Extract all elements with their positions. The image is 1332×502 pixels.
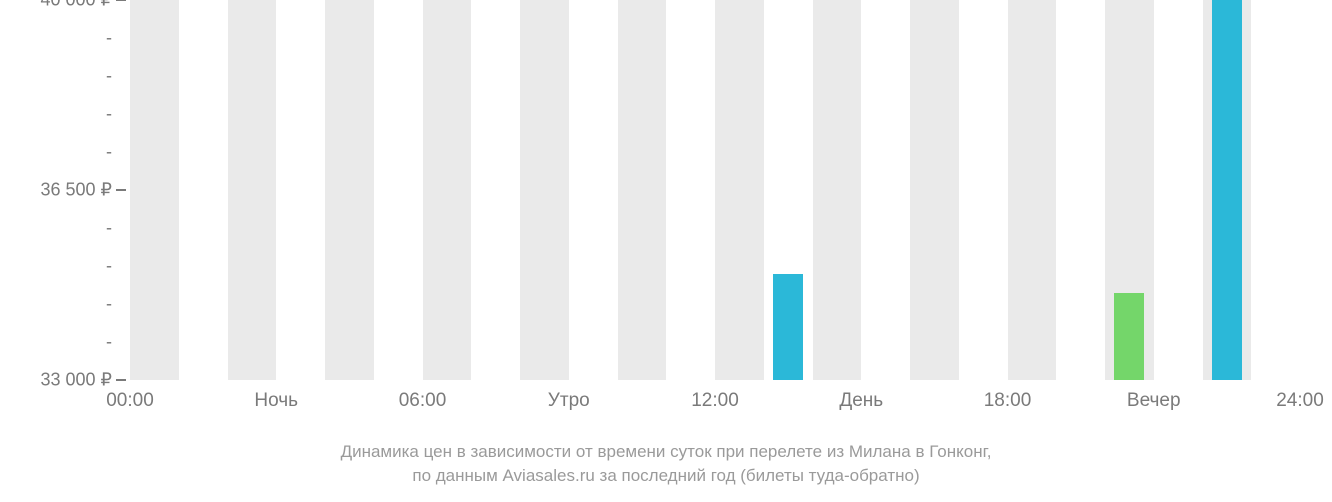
price-bar <box>1212 0 1242 380</box>
y-axis-tick-label: 40 000 ₽ <box>0 0 130 11</box>
price-bar <box>773 274 803 380</box>
y-axis-minor-tick: - <box>0 104 130 125</box>
y-axis-minor-tick: - <box>0 66 130 87</box>
grid-stripe <box>910 0 959 380</box>
y-axis-tick-label: 36 500 ₽ <box>0 180 130 201</box>
x-axis-time-label: 06:00 <box>399 390 447 412</box>
y-axis-minor-tick: - <box>0 332 130 353</box>
y-axis-minor-tick: - <box>0 28 130 49</box>
x-axis-time-label: 12:00 <box>691 390 739 412</box>
chart-caption-line-2: по данным Aviasales.ru за последний год … <box>0 464 1332 488</box>
y-axis-minor-tick: - <box>0 218 130 239</box>
chart-caption-line-1: Динамика цен в зависимости от времени су… <box>0 440 1332 464</box>
price-bar <box>1114 293 1144 380</box>
x-axis-time-label: 24:00 <box>1276 390 1324 412</box>
y-axis-tick-mark <box>116 189 126 191</box>
y-axis-tick-mark <box>116 379 126 381</box>
grid-stripe <box>228 0 277 380</box>
x-axis-period-label: Утро <box>548 390 590 412</box>
grid-stripe <box>520 0 569 380</box>
x-axis-time-label: 18:00 <box>984 390 1032 412</box>
x-axis-period-label: Вечер <box>1127 390 1181 412</box>
y-axis-minor-tick: - <box>0 256 130 277</box>
x-axis-period-label: Ночь <box>254 390 298 412</box>
y-axis-minor-tick: - <box>0 294 130 315</box>
plot-area <box>130 0 1300 380</box>
grid-stripe <box>325 0 374 380</box>
y-axis-minor-tick: - <box>0 142 130 163</box>
grid-stripe <box>715 0 764 380</box>
grid-stripe <box>423 0 472 380</box>
price-by-hour-chart: Динамика цен в зависимости от времени су… <box>0 0 1332 502</box>
grid-stripe <box>130 0 179 380</box>
grid-stripe <box>1008 0 1057 380</box>
grid-stripe <box>813 0 862 380</box>
y-axis-tick-mark <box>116 0 126 1</box>
y-axis-tick-label: 33 000 ₽ <box>0 370 130 391</box>
x-axis-time-label: 00:00 <box>106 390 154 412</box>
grid-stripe <box>618 0 667 380</box>
x-axis-period-label: День <box>839 390 883 412</box>
